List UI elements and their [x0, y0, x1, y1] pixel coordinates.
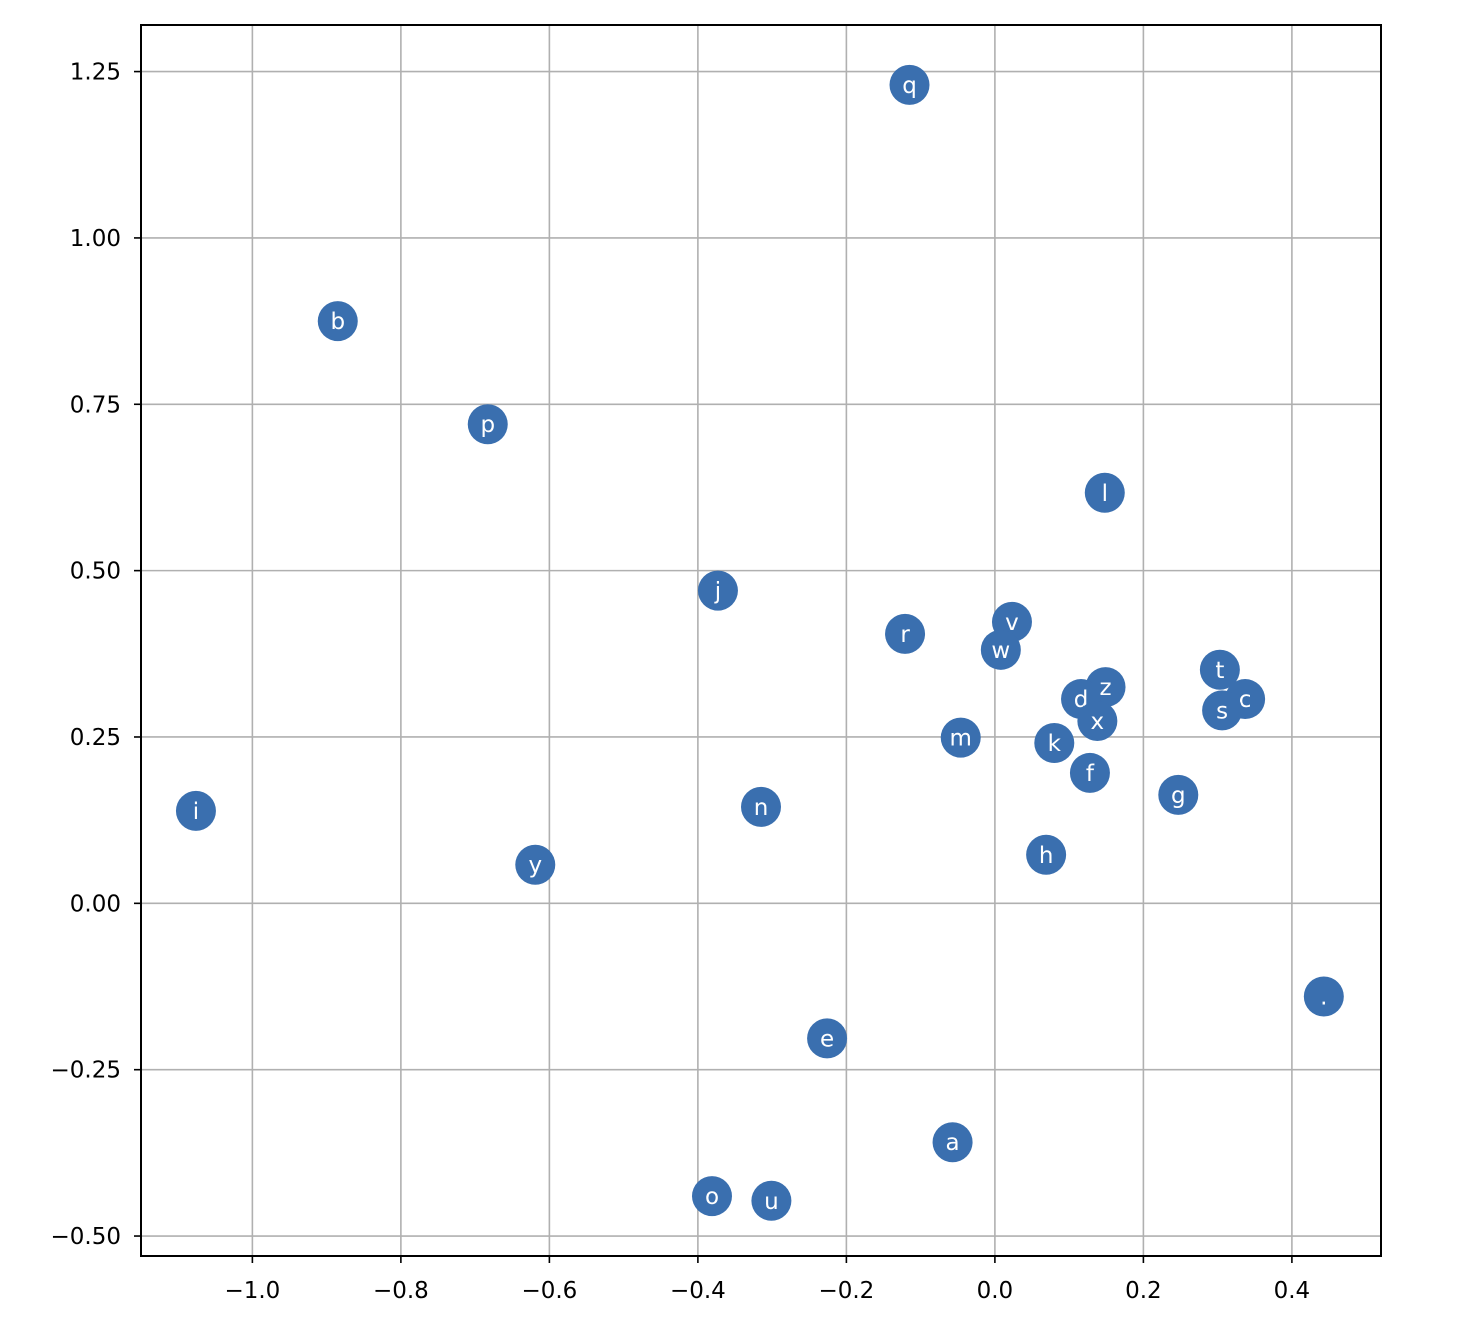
plot-frame	[140, 24, 1382, 1257]
point-marker	[697, 570, 738, 611]
point-label: w	[991, 638, 1010, 664]
x-tick-label: 0.0	[977, 1278, 1014, 1304]
point-label: p	[480, 412, 495, 438]
point-label: e	[820, 1026, 834, 1052]
point-marker	[980, 629, 1021, 670]
y-axis: −0.50 −0.25 0.00 0.25 0.50 0.75 1.00 1.25	[51, 60, 141, 1250]
data-point: .	[1303, 976, 1344, 1017]
point-label: z	[1099, 675, 1111, 701]
point-label: s	[1216, 698, 1228, 724]
x-tick-label: 0.4	[1274, 1278, 1311, 1304]
point-label: c	[1239, 687, 1252, 713]
point-marker	[751, 1180, 792, 1221]
point-label: k	[1048, 731, 1062, 757]
y-tick-label: −0.50	[51, 1224, 121, 1250]
point-marker	[691, 1176, 732, 1217]
point-marker	[317, 301, 358, 342]
point-marker	[467, 404, 508, 445]
point-marker	[515, 844, 556, 885]
point-label: f	[1086, 761, 1095, 787]
y-tick-label: 1.25	[70, 60, 121, 86]
y-tick-label: 1.00	[70, 226, 121, 252]
y-tick-label: 0.00	[70, 891, 121, 917]
point-label: j	[714, 579, 721, 605]
point-marker	[1026, 834, 1067, 875]
point-label: n	[754, 795, 769, 821]
data-point: m	[940, 717, 981, 758]
data-point: u	[751, 1180, 792, 1221]
point-label: a	[946, 1130, 960, 1156]
data-point: x	[1077, 701, 1118, 742]
data-point: e	[807, 1018, 848, 1059]
point-marker	[940, 717, 981, 758]
point-marker	[1303, 976, 1344, 1017]
point-label: y	[528, 853, 542, 879]
x-tick-label: −0.8	[373, 1278, 429, 1304]
point-label: u	[764, 1189, 779, 1215]
point-label: m	[950, 726, 972, 752]
data-point: r	[885, 613, 926, 654]
data-point: b	[317, 301, 358, 342]
point-marker	[1199, 649, 1240, 690]
data-point: s	[1202, 690, 1243, 731]
point-label: o	[705, 1184, 719, 1210]
point-label: x	[1091, 709, 1105, 735]
y-tick-label: 0.75	[70, 392, 121, 418]
data-point: f	[1069, 752, 1110, 793]
x-tick-label: −1.0	[224, 1278, 280, 1304]
point-label: t	[1215, 658, 1224, 684]
data-point: w	[980, 629, 1021, 670]
data-point: y	[515, 844, 556, 885]
point-marker	[807, 1018, 848, 1059]
point-marker	[932, 1122, 973, 1163]
point-marker	[1069, 752, 1110, 793]
data-point: g	[1158, 774, 1199, 815]
data-point: n	[741, 786, 781, 827]
point-marker	[1158, 774, 1199, 815]
point-label: b	[330, 309, 345, 335]
point-marker	[1034, 722, 1075, 763]
data-point: i	[175, 790, 216, 831]
data-point: a	[932, 1122, 973, 1163]
point-marker	[889, 64, 930, 105]
x-tick-label: −0.4	[670, 1278, 726, 1304]
point-marker	[1202, 690, 1243, 731]
point-marker	[1077, 701, 1118, 742]
y-tick-label: 0.50	[70, 559, 121, 585]
point-label: .	[1320, 984, 1327, 1010]
x-tick-label: −0.2	[818, 1278, 874, 1304]
data-point: t	[1199, 649, 1240, 690]
data-point: p	[467, 404, 508, 445]
x-tick-label: 0.2	[1125, 1278, 1162, 1304]
point-label: i	[193, 799, 199, 825]
data-point: l	[1084, 472, 1125, 513]
point-label: l	[1102, 481, 1108, 507]
data-point: q	[889, 64, 930, 105]
point-label: v	[1005, 610, 1019, 636]
y-tick-label: −0.25	[51, 1058, 121, 1084]
point-label: h	[1039, 843, 1054, 869]
data-point: j	[697, 570, 738, 611]
data-point: h	[1026, 834, 1067, 875]
point-label: g	[1171, 783, 1186, 809]
x-axis: −1.0 −0.8 −0.6 −0.4 −0.2 0.0 0.2 0.4	[224, 1256, 1310, 1304]
y-tick-label: 0.25	[70, 725, 121, 751]
x-tick-label: −0.6	[521, 1278, 577, 1304]
point-marker	[175, 790, 216, 831]
point-marker	[885, 613, 926, 654]
point-marker	[1084, 472, 1125, 513]
point-label: r	[900, 622, 910, 648]
point-label: q	[902, 73, 917, 99]
data-point: k	[1034, 722, 1075, 763]
point-marker	[741, 786, 781, 827]
data-point: o	[691, 1176, 732, 1217]
